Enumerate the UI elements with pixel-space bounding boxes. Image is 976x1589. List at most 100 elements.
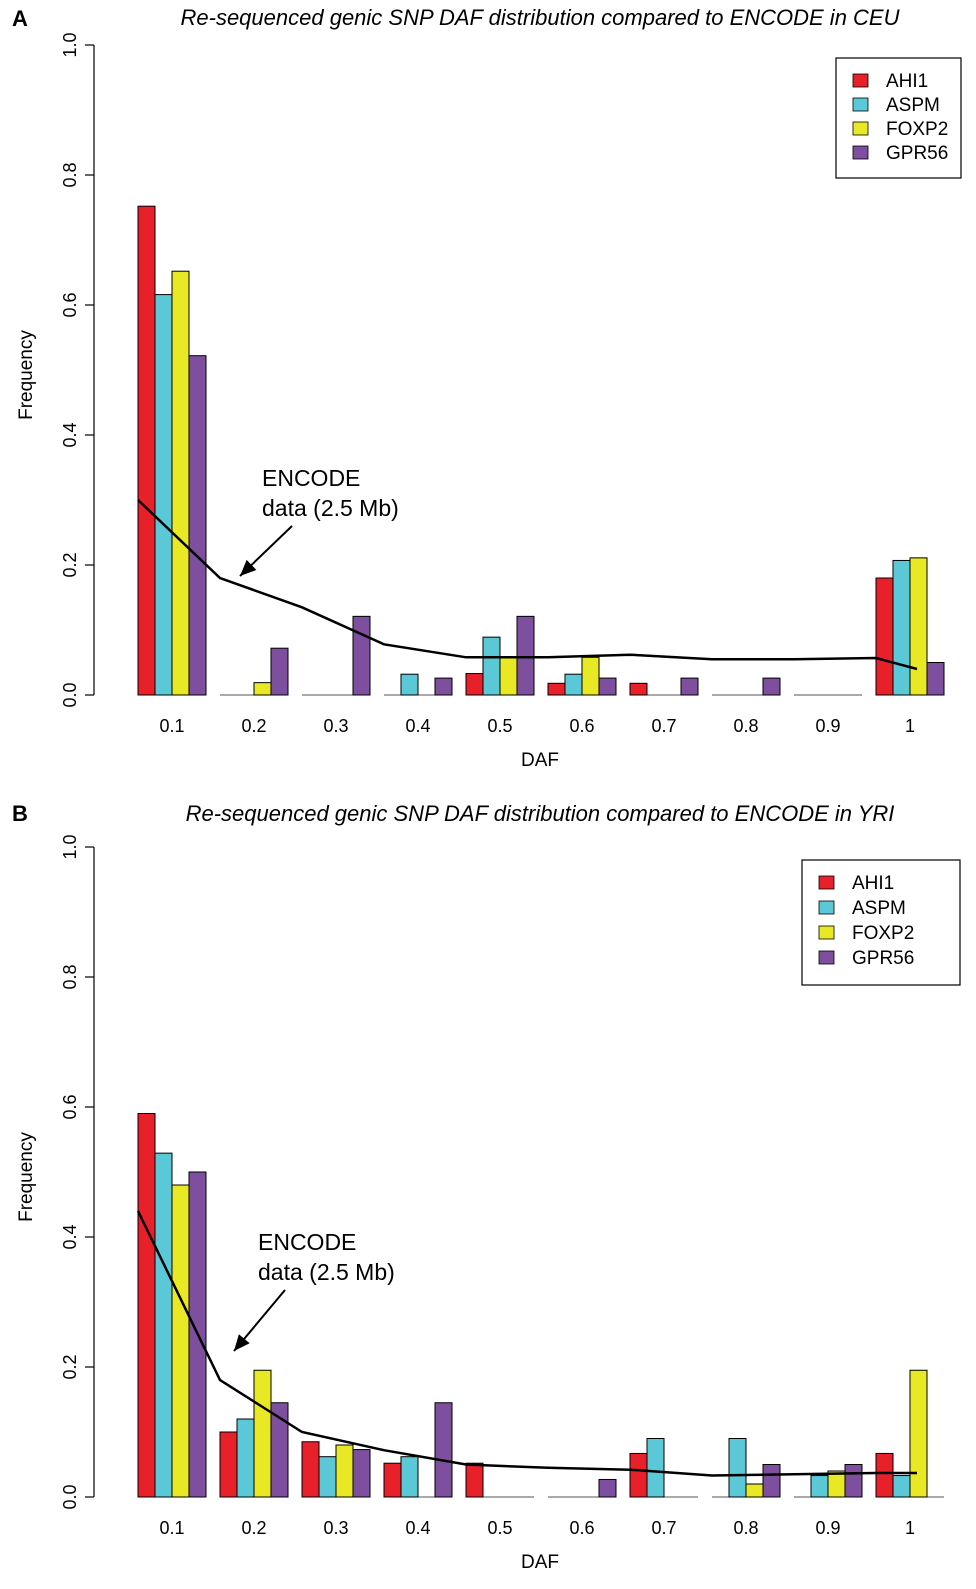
- x-tick-label: 1: [905, 1518, 915, 1538]
- bar-gpr56-0.7: [680, 677, 699, 696]
- bar-ahi1-0.1: [137, 205, 156, 696]
- legend-swatch-gpr56: [818, 950, 835, 965]
- bar-gpr56-0.6: [598, 1478, 617, 1498]
- legend-label-gpr56: GPR56: [852, 948, 914, 969]
- encode-line: [136, 1210, 917, 1477]
- bar-gpr56-0.3: [352, 1449, 371, 1498]
- x-tick-label: 0.3: [323, 1518, 348, 1538]
- bar-ahi1-0.6: [547, 682, 566, 696]
- bar-foxp2-0.1: [171, 1184, 190, 1498]
- x-tick-label: 0.7: [651, 716, 676, 736]
- bar-gpr56-0.5: [516, 615, 535, 696]
- encode-line: [137, 499, 918, 671]
- bar-ahi1-0.7: [629, 1452, 648, 1498]
- annotation-line1: ENCODE: [262, 465, 360, 491]
- legend-swatch-foxp2: [852, 121, 869, 136]
- y-tick-label: 0.6: [60, 1094, 80, 1119]
- bar-ahi1-0.1: [137, 1113, 156, 1498]
- legend-swatch-gpr56: [852, 145, 869, 160]
- bar-ahi1-0.3: [301, 1441, 320, 1498]
- panel-letter: A: [12, 6, 28, 31]
- x-tick-label: 0.9: [815, 1518, 840, 1538]
- legend-swatch-aspm: [852, 97, 869, 112]
- bar-aspm-0.9: [810, 1475, 829, 1498]
- x-tick-label: 0.1: [159, 716, 184, 736]
- bar-ahi1-0.2: [219, 1431, 238, 1498]
- legend-swatch-aspm: [818, 900, 835, 915]
- chart-title: Re-sequenced genic SNP DAF distribution …: [181, 5, 900, 30]
- y-tick-label: 0.2: [60, 1354, 80, 1379]
- chart-panel-b: B Re-sequenced genic SNP DAF distributio…: [0, 795, 976, 1589]
- bar-aspm-0.5: [482, 636, 501, 696]
- bar-foxp2-0.3: [335, 1444, 354, 1498]
- x-tick-label: 0.8: [733, 1518, 758, 1538]
- y-tick-label: 1.0: [60, 834, 80, 859]
- bar-aspm-0.7: [646, 1438, 665, 1498]
- bar-gpr56-0.8: [762, 1464, 781, 1498]
- y-tick-label: 0.0: [60, 1484, 80, 1509]
- bar-aspm-0.3: [318, 1456, 337, 1498]
- bar-aspm-0.1: [154, 1152, 173, 1498]
- legend-label-aspm: ASPM: [852, 898, 906, 919]
- bar-aspm-0.2: [236, 1418, 255, 1498]
- bar-foxp2-0.5: [499, 656, 518, 696]
- annotation-line2: data (2.5 Mb): [258, 1259, 395, 1285]
- x-tick-label: 0.2: [241, 1518, 266, 1538]
- legend-label-ahi1: AHI1: [886, 71, 928, 92]
- y-tick-label: 0.8: [60, 964, 80, 989]
- legend-label-ahi1: AHI1: [852, 873, 894, 894]
- bar-chart-ceu: Re-sequenced genic SNP DAF distribution …: [16, 5, 962, 771]
- bar-foxp2-0.1: [171, 270, 190, 696]
- x-tick-label: 1: [905, 716, 915, 736]
- legend-label-gpr56: GPR56: [886, 143, 948, 164]
- bar-ahi1-1: [875, 577, 894, 696]
- bar-foxp2-0.8: [745, 1483, 764, 1498]
- x-tick-label: 0.5: [487, 716, 512, 736]
- x-tick-label: 0.9: [815, 716, 840, 736]
- x-tick-label: 0.8: [733, 716, 758, 736]
- bar-foxp2-0.6: [581, 656, 600, 696]
- bar-ahi1-0.4: [383, 1462, 402, 1498]
- bar-gpr56-0.4: [434, 677, 453, 696]
- bar-aspm-1: [892, 559, 911, 696]
- legend-swatch-foxp2: [818, 925, 835, 940]
- bar-aspm-1: [892, 1475, 911, 1498]
- bar-gpr56-0.8: [762, 677, 781, 696]
- y-tick-label: 0.8: [60, 162, 80, 187]
- x-tick-label: 0.6: [569, 1518, 594, 1538]
- bar-gpr56-0.3: [352, 615, 371, 696]
- bar-gpr56-1: [926, 662, 945, 696]
- x-tick-label: 0.3: [323, 716, 348, 736]
- chart-panel-a: A Re-sequenced genic SNP DAF distributio…: [12, 5, 962, 771]
- x-tick-label: 0.4: [405, 1518, 430, 1538]
- bar-gpr56-0.4: [434, 1402, 453, 1498]
- y-tick-label: 0.4: [60, 1224, 80, 1249]
- x-tick-label: 0.6: [569, 716, 594, 736]
- bar-gpr56-0.2: [270, 647, 289, 696]
- x-tick-label: 0.5: [487, 1518, 512, 1538]
- bar-aspm-0.4: [400, 673, 419, 696]
- bar-foxp2-1: [909, 1369, 928, 1498]
- chart-title: Re-sequenced genic SNP DAF distribution …: [186, 801, 895, 826]
- y-axis-label: Frequency: [16, 330, 37, 420]
- y-tick-label: 0.4: [60, 422, 80, 447]
- x-axis-label: DAF: [521, 750, 559, 771]
- panel-letter: B: [12, 801, 28, 826]
- bar-gpr56-0.2: [270, 1402, 289, 1498]
- x-tick-label: 0.2: [241, 716, 266, 736]
- bar-ahi1-0.5: [465, 1462, 484, 1498]
- bar-aspm-0.6: [564, 673, 583, 696]
- x-tick-label: 0.1: [159, 1518, 184, 1538]
- bar-gpr56-0.6: [598, 677, 617, 696]
- bar-foxp2-1: [909, 557, 928, 696]
- y-tick-label: 1.0: [60, 32, 80, 57]
- bar-ahi1-1: [875, 1452, 894, 1498]
- y-tick-label: 0.6: [60, 292, 80, 317]
- legend-swatch-ahi1: [852, 73, 869, 88]
- legend-swatch-ahi1: [818, 875, 835, 890]
- bar-ahi1-0.7: [629, 682, 648, 696]
- x-axis-label: DAF: [521, 1552, 559, 1573]
- y-tick-label: 0.2: [60, 552, 80, 577]
- bar-foxp2-0.2: [253, 682, 272, 696]
- bar-chart-yri: Re-sequenced genic SNP DAF distribution …: [16, 801, 961, 1573]
